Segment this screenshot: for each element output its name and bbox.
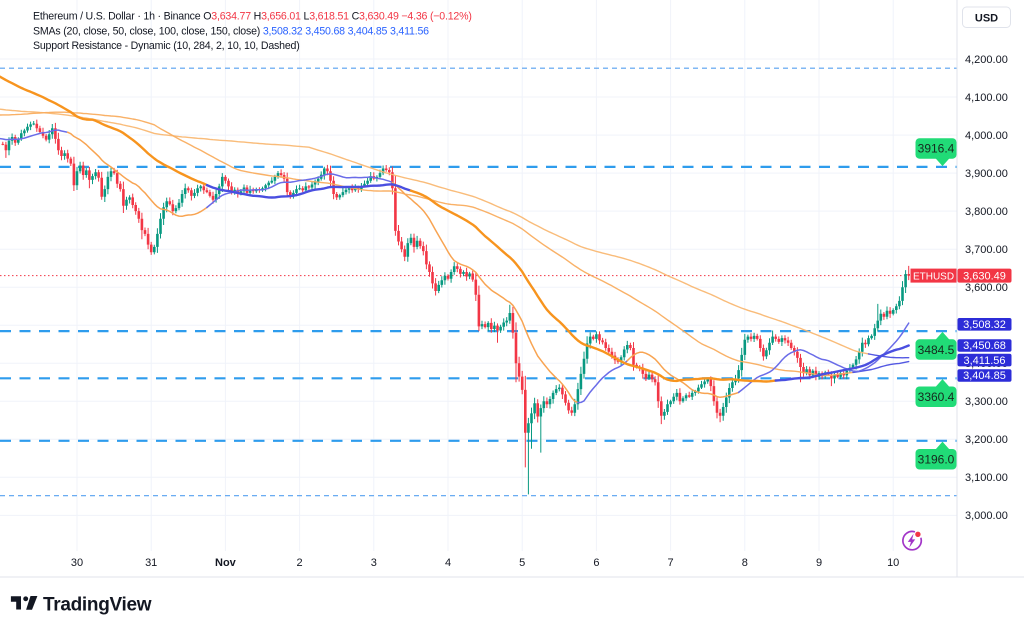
svg-text:10: 10 — [887, 557, 899, 569]
svg-text:3916.4: 3916.4 — [918, 142, 955, 156]
svg-text:31: 31 — [145, 557, 157, 569]
svg-text:4,000.00: 4,000.00 — [965, 130, 1008, 142]
svg-text:30: 30 — [71, 557, 83, 569]
svg-text:3,100.00: 3,100.00 — [965, 472, 1008, 484]
svg-text:3: 3 — [371, 557, 377, 569]
svg-text:3,600.00: 3,600.00 — [965, 282, 1008, 294]
svg-text:8: 8 — [742, 557, 748, 569]
svg-text:SMAs (20, close, 50, close, 10: SMAs (20, close, 50, close, 100, close, … — [33, 26, 429, 38]
svg-text:Ethereum / U.S. Dollar · 1h ·: Ethereum / U.S. Dollar · 1h · Binance O3… — [33, 11, 472, 23]
svg-text:7: 7 — [668, 557, 674, 569]
svg-text:Support Resistance - Dynamic (: Support Resistance - Dynamic (10, 284, 2… — [33, 40, 300, 52]
svg-text:TradingView: TradingView — [43, 595, 152, 616]
svg-text:Nov: Nov — [215, 557, 237, 569]
svg-text:USD: USD — [975, 13, 998, 25]
svg-text:9: 9 — [816, 557, 822, 569]
svg-text:3,900.00: 3,900.00 — [965, 168, 1008, 180]
svg-text:4,200.00: 4,200.00 — [965, 54, 1008, 66]
svg-text:3,000.00: 3,000.00 — [965, 510, 1008, 522]
svg-text:3196.0: 3196.0 — [918, 453, 955, 467]
svg-text:4,100.00: 4,100.00 — [965, 92, 1008, 104]
svg-text:3,300.00: 3,300.00 — [965, 396, 1008, 408]
svg-text:ETHUSD: ETHUSD — [913, 272, 954, 283]
svg-text:3,508.32: 3,508.32 — [963, 319, 1006, 331]
svg-text:3,404.85: 3,404.85 — [963, 370, 1006, 382]
svg-text:3,630.49: 3,630.49 — [963, 271, 1006, 283]
svg-text:3484.5: 3484.5 — [918, 343, 955, 357]
svg-text:3,450.68: 3,450.68 — [963, 340, 1006, 352]
svg-text:4: 4 — [445, 557, 451, 569]
svg-text:3360.4: 3360.4 — [918, 390, 955, 404]
svg-text:6: 6 — [593, 557, 599, 569]
svg-text:3,800.00: 3,800.00 — [965, 206, 1008, 218]
svg-text:5: 5 — [519, 557, 525, 569]
svg-text:2: 2 — [297, 557, 303, 569]
svg-text:3,700.00: 3,700.00 — [965, 244, 1008, 256]
svg-text:3,411.56: 3,411.56 — [963, 355, 1005, 367]
svg-text:3,200.00: 3,200.00 — [965, 434, 1008, 446]
